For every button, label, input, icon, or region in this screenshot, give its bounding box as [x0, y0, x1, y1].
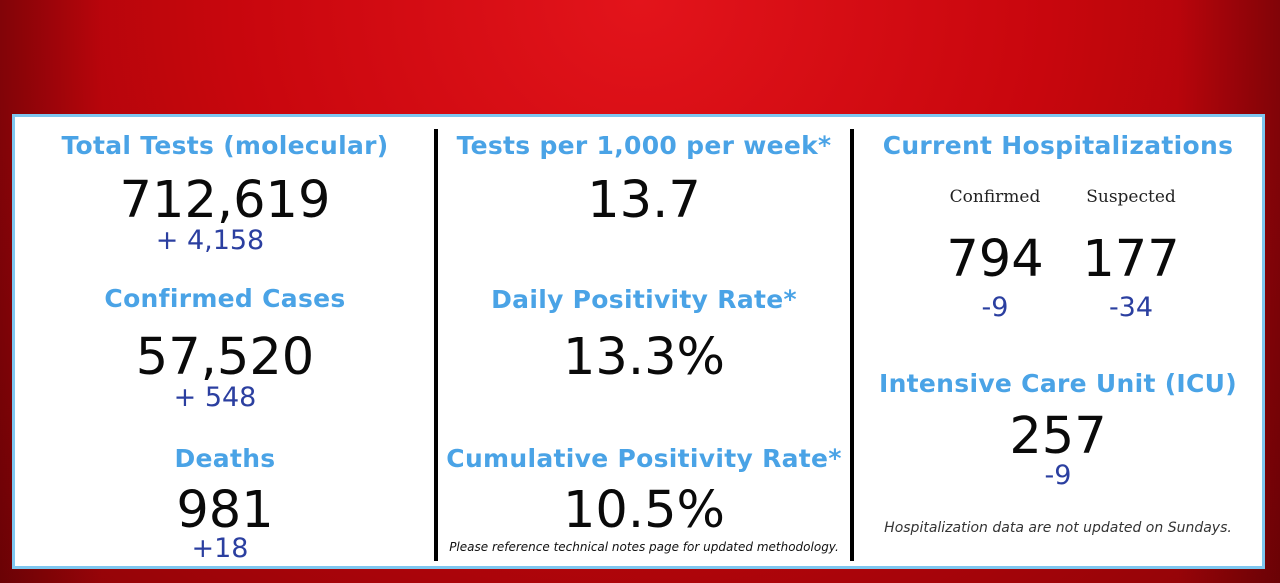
- cumulative-positivity-heading: Cumulative Positivity Rate*: [446, 444, 842, 473]
- column-divider-right: [850, 129, 854, 561]
- suspected-label: Suspected: [1086, 187, 1176, 207]
- confirmed-hosp-value: 794: [946, 230, 1044, 289]
- total-tests-change: + 4,158: [155, 225, 265, 256]
- confirmed-cases-heading: Confirmed Cases: [104, 284, 346, 313]
- current-hospitalizations-heading: Current Hospitalizations: [882, 131, 1234, 160]
- deaths-change: +18: [191, 533, 249, 564]
- cumulative-positivity-value: 10.5%: [562, 481, 725, 540]
- icu-value: 257: [1009, 407, 1107, 466]
- deaths-heading: Deaths: [174, 444, 276, 473]
- confirmed-label: Confirmed: [949, 187, 1041, 207]
- tests-per-1000-value: 13.7: [587, 171, 701, 230]
- covid-stats-panel: Total Tests (molecular) 712,619 + 4,158 …: [12, 114, 1265, 569]
- hospitalization-note: Hospitalization data are not updated on …: [884, 520, 1232, 536]
- daily-positivity-heading: Daily Positivity Rate*: [491, 285, 797, 314]
- total-tests-heading: Total Tests (molecular): [61, 131, 389, 160]
- confirmed-hosp-change: -9: [981, 292, 1009, 323]
- daily-positivity-value: 13.3%: [562, 328, 725, 387]
- methodology-note: Please reference technical notes page fo…: [449, 540, 839, 554]
- icu-change: -9: [1044, 460, 1072, 491]
- suspected-hosp-value: 177: [1082, 230, 1180, 289]
- column-divider-left: [434, 129, 438, 561]
- suspected-hosp-change: -34: [1108, 292, 1154, 323]
- deaths-value: 981: [176, 481, 274, 540]
- total-tests-value: 712,619: [119, 171, 331, 230]
- icu-heading: Intensive Care Unit (ICU): [878, 369, 1238, 398]
- confirmed-cases-change: + 548: [173, 382, 257, 413]
- tests-per-1000-heading: Tests per 1,000 per week*: [456, 131, 832, 160]
- confirmed-cases-value: 57,520: [135, 328, 315, 387]
